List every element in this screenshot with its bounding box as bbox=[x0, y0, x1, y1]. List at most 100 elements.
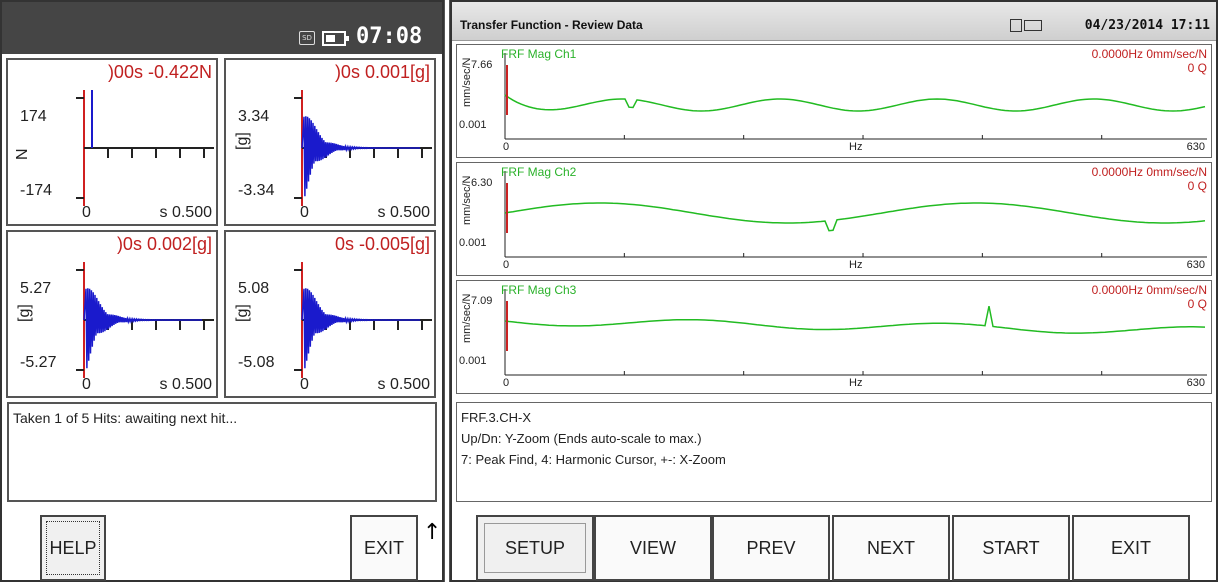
frf-x-unit: Hz bbox=[849, 377, 863, 389]
frf-readout-line2: 0 Q bbox=[1187, 297, 1207, 311]
time-plot-3: )0s 0.002[g] 5.27 [g] -5.27 0 s 0.500 bbox=[6, 230, 218, 398]
frf-x-start: 0 bbox=[503, 141, 510, 153]
info-line-1: FRF.3.CH-X bbox=[461, 410, 532, 425]
start-button[interactable]: START bbox=[952, 515, 1070, 581]
signal-trace bbox=[301, 288, 421, 369]
frf-readout-line2: 0 Q bbox=[1187, 179, 1207, 193]
frf-readout-line2: 0 Q bbox=[1187, 61, 1207, 75]
frf-cursor-readout: 0.0000Hz 0mm/sec/N 0 Q bbox=[1092, 165, 1207, 193]
battery-icon bbox=[1024, 20, 1042, 31]
frf-plot-ch2-graph bbox=[504, 171, 1207, 258]
plot-x-end: s 0.500 bbox=[377, 204, 430, 221]
plot-x-end: s 0.500 bbox=[159, 376, 212, 393]
frf-trace bbox=[504, 202, 1206, 232]
frf-x-start: 0 bbox=[503, 377, 510, 389]
memory-icon bbox=[1010, 19, 1022, 32]
frf-plot-ch2: FRF Mag Ch2 0.0000Hz 0mm/sec/N 0 Q 6.30 … bbox=[456, 162, 1212, 276]
frf-x-end: 630 bbox=[1186, 377, 1205, 389]
exit-button[interactable]: EXIT bbox=[1072, 515, 1190, 581]
signal-trace bbox=[301, 116, 421, 197]
plot-readout: )0s 0.001[g] bbox=[334, 62, 430, 82]
plot-ymax: 174 bbox=[20, 108, 47, 125]
plot-ymax: 5.27 bbox=[20, 280, 52, 297]
frf-x-end: 630 bbox=[1186, 141, 1205, 153]
plot-unit: [g] bbox=[234, 132, 251, 150]
frf-x-end: 630 bbox=[1186, 259, 1205, 271]
frf-plot-ch1: FRF Mag Ch1 0.0000Hz 0mm/sec/N 0 Q 7.66 … bbox=[456, 44, 1212, 158]
info-line-2: Up/Dn: Y-Zoom (Ends auto-scale to max.) bbox=[461, 431, 702, 446]
frf-ymax: 6.30 bbox=[471, 177, 493, 189]
frf-ymin: 0.001 bbox=[459, 119, 487, 131]
device-status-icons bbox=[1010, 19, 1044, 32]
frf-x-start: 0 bbox=[503, 259, 510, 271]
date-time: 04/23/2014 17:11 bbox=[1084, 18, 1210, 33]
prev-button-label: PREV bbox=[746, 538, 796, 558]
time-plot-1: )00s -0.422N 174 N -174 0 s 0.500 bbox=[6, 58, 218, 226]
acquisition-status: Taken 1 of 5 Hits: awaiting next hit... bbox=[7, 402, 437, 502]
title-bar: Transfer Function - Review Data 04/23/20… bbox=[452, 2, 1216, 41]
frf-channel-label: FRF Mag Ch2 bbox=[501, 165, 577, 179]
up-arrow-icon: ↑ bbox=[423, 520, 442, 545]
exit-button-left[interactable]: EXIT bbox=[350, 515, 418, 581]
plot-readout: )0s 0.002[g] bbox=[116, 234, 212, 254]
frf-readout-line1: 0.0000Hz 0mm/sec/N bbox=[1091, 165, 1207, 179]
plot-x-end: s 0.500 bbox=[159, 204, 212, 221]
plot-ymax: 3.34 bbox=[238, 108, 270, 125]
frf-readout-line1: 0.0000Hz 0mm/sec/N bbox=[1091, 47, 1207, 61]
frf-trace bbox=[504, 94, 1206, 112]
start-button-label: START bbox=[982, 538, 1040, 558]
view-button[interactable]: VIEW bbox=[594, 515, 712, 581]
status-bar: SD 07:08 bbox=[2, 2, 442, 54]
frf-plot-ch3-graph bbox=[504, 289, 1207, 376]
time-plot-2-graph bbox=[294, 90, 432, 206]
frf-yunit: mm/sec/N bbox=[461, 57, 473, 108]
window-title: Transfer Function - Review Data bbox=[460, 18, 643, 32]
plot-x-start: 0 bbox=[300, 204, 309, 221]
help-button[interactable]: HELP bbox=[40, 515, 106, 581]
plot-ymax: 5.08 bbox=[238, 280, 270, 297]
prev-button[interactable]: PREV bbox=[712, 515, 830, 581]
signal-trace bbox=[83, 288, 203, 369]
exit-button-label: EXIT bbox=[1110, 538, 1151, 558]
clock: 07:08 bbox=[356, 24, 423, 49]
pane-divider bbox=[444, 0, 450, 582]
sd-card-icon: SD bbox=[299, 31, 315, 45]
frf-yunit: mm/sec/N bbox=[461, 175, 473, 226]
frf-plot-ch1-graph bbox=[504, 53, 1207, 140]
plot-x-start: 0 bbox=[300, 376, 309, 393]
next-button[interactable]: NEXT bbox=[832, 515, 950, 581]
plot-ymin: -3.34 bbox=[238, 182, 275, 199]
frf-ymax: 7.66 bbox=[471, 59, 493, 71]
frf-ymin: 0.001 bbox=[459, 237, 487, 249]
next-button-label: NEXT bbox=[866, 538, 915, 558]
plot-unit: [g] bbox=[16, 304, 33, 322]
frf-channel-label: FRF Mag Ch1 bbox=[501, 47, 577, 61]
frf-ymax: 7.09 bbox=[471, 295, 493, 307]
plot-ymin: -5.27 bbox=[20, 354, 57, 371]
frf-x-unit: Hz bbox=[849, 141, 863, 153]
transfer-function-pane: Transfer Function - Review Data 04/23/20… bbox=[450, 0, 1218, 582]
frf-channel-label: FRF Mag Ch3 bbox=[501, 283, 577, 297]
time-plot-4-graph bbox=[294, 262, 432, 378]
view-button-label: VIEW bbox=[629, 538, 676, 558]
time-plot-4: 0s -0.005[g] 5.08 [g] -5.08 0 s 0.500 bbox=[224, 230, 436, 398]
plot-unit: [g] bbox=[234, 304, 251, 322]
plot-x-start: 0 bbox=[82, 376, 91, 393]
frf-plot-ch3: FRF Mag Ch3 0.0000Hz 0mm/sec/N 0 Q 7.09 … bbox=[456, 280, 1212, 394]
plot-x-end: s 0.500 bbox=[377, 376, 430, 393]
setup-button-label: SETUP bbox=[504, 538, 565, 558]
frf-cursor-readout: 0.0000Hz 0mm/sec/N 0 Q bbox=[1092, 283, 1207, 311]
battery-icon bbox=[322, 31, 349, 46]
exit-button-label: EXIT bbox=[363, 538, 404, 558]
help-button-label: HELP bbox=[49, 538, 97, 558]
help-info-box: FRF.3.CH-X Up/Dn: Y-Zoom (Ends auto-scal… bbox=[456, 402, 1212, 502]
plot-x-start: 0 bbox=[82, 204, 91, 221]
frf-yunit: mm/sec/N bbox=[461, 293, 473, 344]
plot-unit: N bbox=[14, 148, 31, 160]
plot-ymin: -174 bbox=[20, 182, 53, 199]
time-data-pane: SD 07:08 )00s -0.422N 174 N -174 0 s 0.5… bbox=[0, 0, 444, 582]
plot-ymin: -5.08 bbox=[238, 354, 275, 371]
frf-ymin: 0.001 bbox=[459, 355, 487, 367]
frf-cursor-readout: 0.0000Hz 0mm/sec/N 0 Q bbox=[1092, 47, 1207, 75]
setup-button[interactable]: SETUP bbox=[476, 515, 594, 581]
